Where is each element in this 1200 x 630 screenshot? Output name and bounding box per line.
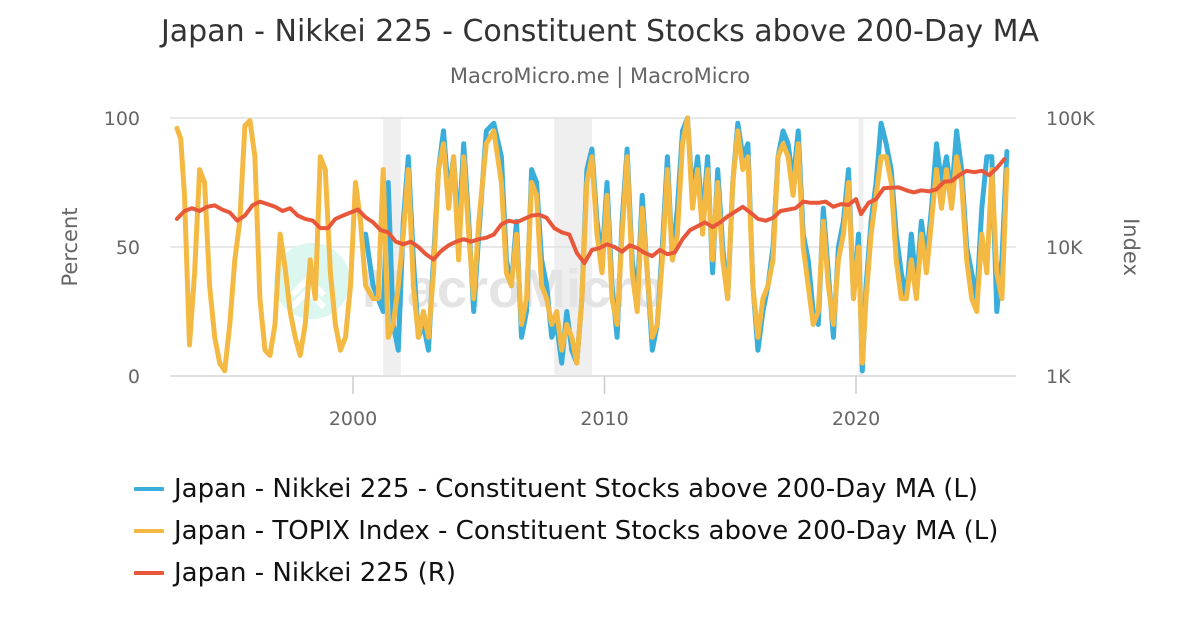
chart-subtitle: MacroMicro.me | MacroMicro (449, 64, 751, 88)
legend-swatch-icon (134, 529, 164, 533)
series-lines (174, 115, 1010, 374)
legend-label: Japan - Nikkei 225 (R) (174, 558, 457, 588)
y-axis-right-label: Index (1119, 218, 1143, 276)
legend-item-topix-breadth[interactable]: Japan - TOPIX Index - Constituent Stocks… (134, 510, 998, 552)
x-tick-label: 2020 (832, 408, 880, 430)
legend-label: Japan - Nikkei 225 - Constituent Stocks … (174, 474, 979, 504)
series-line-nikkei-index (174, 157, 1007, 266)
series-line-topix-breadth (174, 115, 1010, 374)
legend-swatch-icon (134, 571, 164, 575)
chart-title: Japan - Nikkei 225 - Constituent Stocks … (160, 14, 1040, 49)
x-tick-label: 2000 (329, 408, 377, 430)
y-left-tick-label: 100 (104, 108, 140, 130)
legend: Japan - Nikkei 225 - Constituent Stocks … (134, 468, 998, 594)
x-tick-label: 2010 (580, 408, 628, 430)
y-right-tick-label: 10K (1046, 237, 1083, 259)
y-left-tick-label: 0 (128, 366, 140, 388)
legend-item-nikkei-index[interactable]: Japan - Nikkei 225 (R) (134, 552, 998, 594)
legend-label: Japan - TOPIX Index - Constituent Stocks… (174, 516, 999, 546)
y-left-tick-label: 50 (116, 237, 140, 259)
legend-item-nikkei-breadth[interactable]: Japan - Nikkei 225 - Constituent Stocks … (134, 468, 998, 510)
legend-swatch-icon (134, 487, 164, 491)
axes: 0 50 100 1K 10K 100K 2000 2010 2020 (104, 108, 1096, 430)
y-right-tick-label: 100K (1046, 108, 1095, 130)
y-axis-left-label: Percent (58, 207, 82, 286)
y-right-tick-label: 1K (1046, 366, 1071, 388)
